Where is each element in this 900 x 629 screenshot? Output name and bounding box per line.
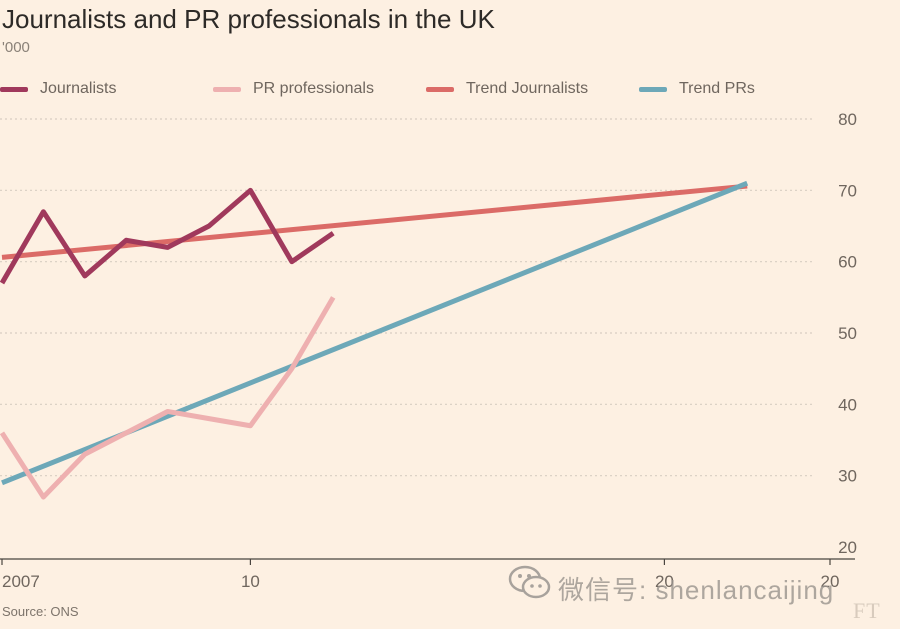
ft-logo: FT bbox=[853, 598, 881, 623]
legend-label-trend-journalists: Trend Journalists bbox=[466, 80, 589, 97]
y-tick-label-40: 40 bbox=[838, 395, 857, 414]
legend-swatch-pr-professionals bbox=[213, 87, 241, 92]
legend-label-trend-prs: Trend PRs bbox=[679, 80, 755, 97]
series-line-journalists bbox=[0, 187, 335, 285]
y-tick-label-60: 60 bbox=[838, 253, 857, 272]
series-line-trend-journalists bbox=[1, 183, 748, 260]
x-tick-label-3: 20 bbox=[821, 572, 840, 591]
x-tick-label-0: 2007 bbox=[2, 572, 40, 591]
y-tick-label-50: 50 bbox=[838, 324, 857, 343]
legend-swatch-trend-journalists bbox=[426, 87, 454, 92]
legend-label-pr-professionals: PR professionals bbox=[253, 80, 374, 97]
watermark-text: 微信号: shenlancaijing bbox=[558, 575, 835, 605]
chart-unit-label: '000 bbox=[2, 39, 30, 56]
y-tick-label-30: 30 bbox=[838, 467, 857, 486]
y-tick-label-70: 70 bbox=[838, 181, 857, 200]
chart-title: Journalists and PR professionals in the … bbox=[2, 4, 495, 34]
x-tick-label-1: 10 bbox=[241, 572, 260, 591]
y-tick-label-20: 20 bbox=[838, 538, 857, 557]
legend-swatch-journalists bbox=[0, 87, 28, 92]
x-tick-label-2: 20 bbox=[655, 572, 674, 591]
legend-swatch-trend-prs bbox=[639, 87, 667, 92]
wechat-icon bbox=[508, 565, 551, 599]
series-line-pr-professionals bbox=[0, 296, 336, 500]
source-note: Source: ONS bbox=[2, 604, 79, 619]
y-tick-label-80: 80 bbox=[838, 110, 857, 129]
legend-label-journalists: Journalists bbox=[40, 80, 117, 97]
